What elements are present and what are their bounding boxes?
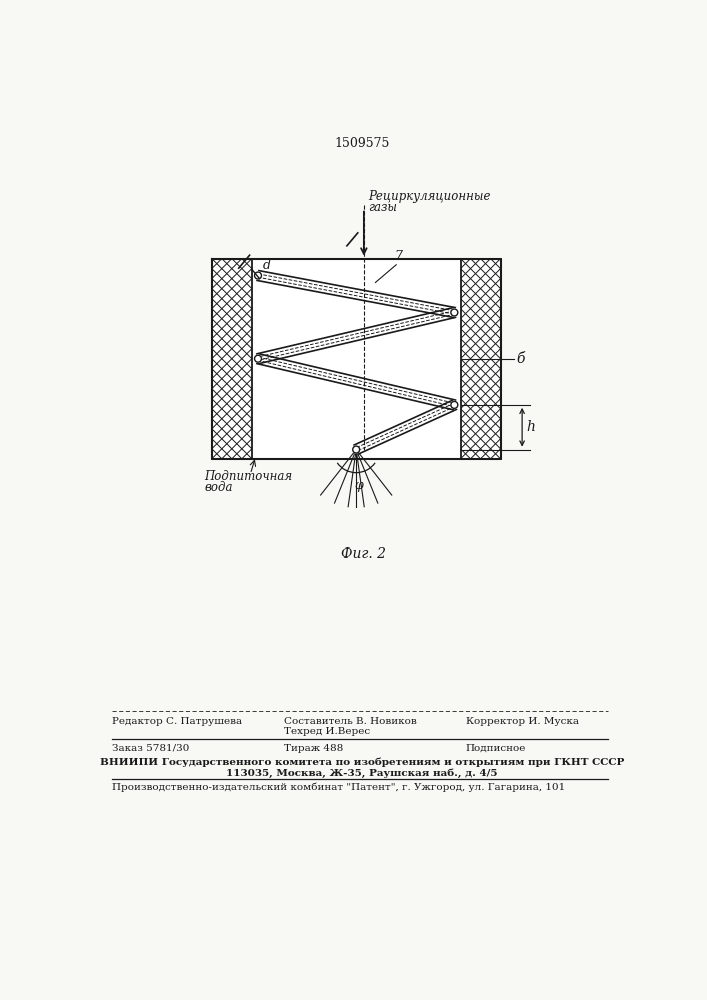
Text: 1509575: 1509575 — [334, 137, 390, 150]
Text: газы: газы — [368, 201, 397, 214]
Bar — [212, 259, 252, 459]
Circle shape — [451, 309, 458, 316]
Text: Заказ 5781/30: Заказ 5781/30 — [112, 744, 189, 753]
Bar — [460, 259, 501, 459]
Text: Рециркуляционные: Рециркуляционные — [368, 190, 490, 203]
Text: Производственно-издательский комбинат "Патент", г. Ужгород, ул. Гагарина, 101: Производственно-издательский комбинат "П… — [112, 783, 565, 792]
Circle shape — [451, 401, 458, 408]
Text: Редактор С. Патрушева: Редактор С. Патрушева — [112, 717, 242, 726]
Text: б: б — [516, 352, 525, 366]
Circle shape — [255, 355, 262, 362]
Text: Подписное: Подписное — [466, 744, 526, 753]
Bar — [252, 259, 460, 459]
Text: ВНИИПИ Государственного комитета по изобретениям и открытиям при ГКНТ СССР: ВНИИПИ Государственного комитета по изоб… — [100, 758, 624, 767]
Text: 7: 7 — [395, 250, 402, 263]
Circle shape — [353, 446, 360, 453]
Text: d: d — [262, 259, 271, 272]
Text: 113035, Москва, Ж-35, Раушская наб., д. 4/5: 113035, Москва, Ж-35, Раушская наб., д. … — [226, 768, 498, 778]
Circle shape — [255, 272, 262, 279]
Text: Подпиточная: Подпиточная — [204, 470, 292, 483]
Text: h: h — [527, 420, 536, 434]
Text: φ: φ — [354, 479, 363, 492]
Text: Техред И.Верес: Техред И.Верес — [284, 727, 370, 736]
Text: Тираж 488: Тираж 488 — [284, 744, 344, 753]
Text: Фиг. 2: Фиг. 2 — [341, 547, 387, 561]
Text: Составитель В. Новиков: Составитель В. Новиков — [284, 717, 417, 726]
Text: Корректор И. Муска: Корректор И. Муска — [466, 717, 579, 726]
Text: вода: вода — [204, 481, 233, 494]
